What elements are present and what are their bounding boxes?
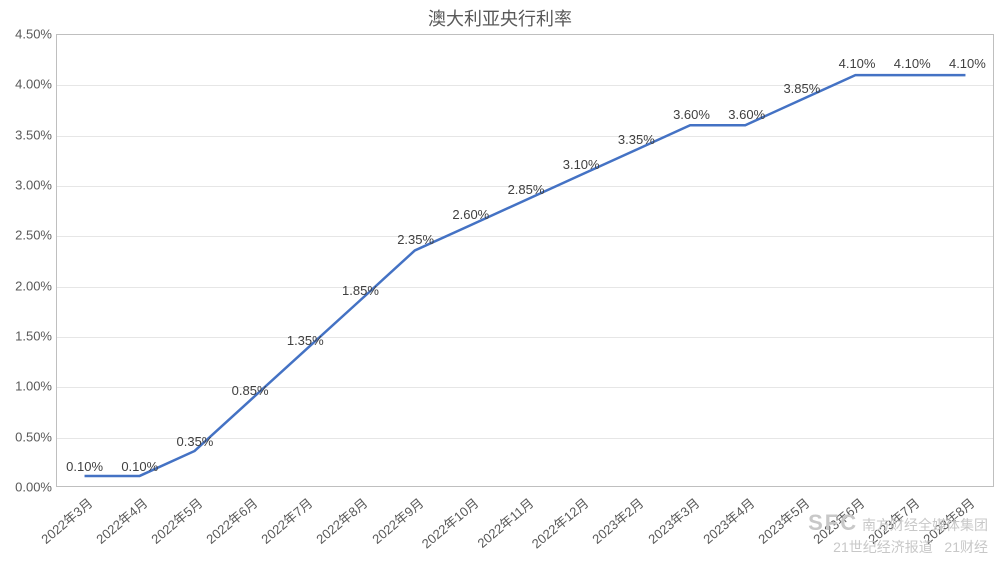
data-label: 4.10% [894,56,931,71]
x-tick-label: 2022年3月 [36,493,96,548]
data-label: 0.10% [66,459,103,474]
data-label: 3.10% [563,157,600,172]
x-tick-label: 2022年8月 [312,493,372,548]
x-tick-label: 2022年7月 [257,493,317,548]
line-series [57,35,993,486]
x-tick-label: 2023年7月 [864,493,924,548]
data-label: 2.35% [397,232,434,247]
x-tick-label: 2022年10月 [417,493,482,552]
data-label: 3.35% [618,132,655,147]
y-tick-label: 1.50% [4,329,52,344]
x-tick-label: 2022年4月 [91,493,151,548]
data-label: 4.10% [839,56,876,71]
y-tick-label: 4.50% [4,27,52,42]
y-tick-label: 1.00% [4,379,52,394]
chart-title: 澳大利亚央行利率 [0,5,1000,31]
data-label: 1.35% [287,333,324,348]
y-tick-label: 2.00% [4,278,52,293]
data-label: 2.85% [508,182,545,197]
x-tick-label: 2022年6月 [201,493,261,548]
x-tick-label: 2023年2月 [588,493,648,548]
data-label: 3.60% [728,107,765,122]
y-tick-label: 3.00% [4,178,52,193]
data-label: 1.85% [342,283,379,298]
x-tick-label: 2022年11月 [473,493,538,552]
data-label: 0.85% [232,383,269,398]
data-label: 0.10% [121,459,158,474]
data-label: 3.85% [783,81,820,96]
y-tick-label: 2.50% [4,228,52,243]
x-tick-label: 2023年6月 [808,493,868,548]
y-tick-label: 4.00% [4,77,52,92]
y-tick-label: 0.50% [4,429,52,444]
y-tick-label: 0.00% [4,480,52,495]
chart-container: 澳大利亚央行利率 0.00% 0.50% 1.00% 1.50% 2.00% 2.50% 3… [0,0,1000,566]
x-tick-label: 2023年8月 [919,493,979,548]
x-tick-label: 2022年5月 [146,493,206,548]
x-tick-label: 2023年4月 [698,493,758,548]
data-label: 2.60% [452,207,489,222]
data-label: 4.10% [949,56,986,71]
x-tick-label: 2023年5月 [753,493,813,548]
x-tick-label: 2023年3月 [643,493,703,548]
watermark-brand2: 21财经 [944,539,988,555]
data-label: 0.35% [177,434,214,449]
data-label: 3.60% [673,107,710,122]
plot-area: 0.10% 0.10% 0.35% 0.85% 1.35% 1.85% 2.35% 2.60%… [56,34,994,487]
x-tick-label: 2022年12月 [527,493,592,552]
y-tick-label: 3.50% [4,127,52,142]
